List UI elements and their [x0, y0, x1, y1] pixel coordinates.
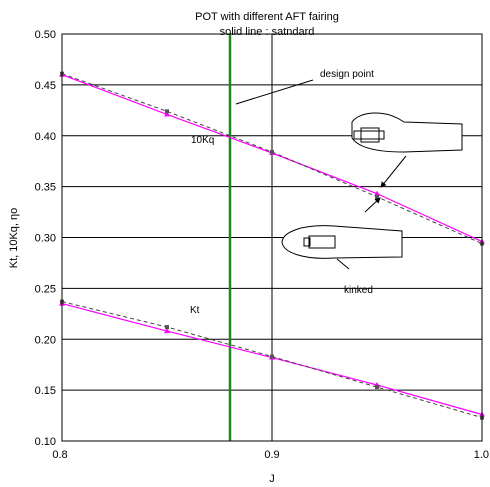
- data-point: [164, 328, 170, 334]
- y-tick-label: 0.45: [35, 80, 56, 92]
- design-point-leader: [235, 79, 314, 105]
- data-point: [270, 354, 274, 359]
- data-point: [375, 385, 379, 390]
- standard-arrow: [380, 155, 407, 188]
- y-tick-label: 0.15: [35, 385, 56, 397]
- chart-title: POT with different AFT fairing: [195, 11, 339, 23]
- data-point: [375, 194, 379, 199]
- kinked-label: kinked: [344, 285, 373, 296]
- x-tick-label: 1.0: [474, 449, 489, 461]
- y-tick-label: 0.25: [35, 283, 56, 295]
- chart-subtitle: solid line : satndard: [220, 26, 315, 38]
- x-tick-label: 0.8: [52, 449, 67, 461]
- data-point: [270, 150, 274, 155]
- design-point-label: design point: [320, 69, 374, 80]
- y-tick-label: 0.50: [35, 29, 56, 41]
- plot-frame: [61, 33, 483, 442]
- data-point: [165, 109, 169, 114]
- y-tick-label: 0.20: [35, 334, 56, 346]
- kinked-leader: [336, 258, 350, 270]
- data-point: [165, 325, 169, 330]
- standard-fairing-sketch: [351, 112, 463, 153]
- x-axis-label: J: [269, 473, 275, 485]
- kinked-arrow: [364, 197, 381, 213]
- data-point: [374, 190, 380, 196]
- y-tick-label: 0.30: [35, 233, 56, 245]
- y-tick-label: 0.40: [35, 131, 56, 143]
- y-tick-label: 0.10: [35, 436, 56, 448]
- kq-label: 10Kq: [191, 135, 214, 146]
- tick-labels: 0.10 0.15 0.20 0.25 0.30 0.35 0.40 0.45 0.50 0.8 0…: [35, 29, 489, 461]
- x-tick-label: 0.9: [264, 449, 279, 461]
- kt-label: Kt: [190, 305, 200, 316]
- data-point: [164, 111, 170, 117]
- y-axis-label: Kt, 10Kq, ηo: [8, 208, 20, 269]
- vertical-lines: [228, 34, 273, 441]
- kinked-fairing-sketch: [281, 225, 403, 259]
- y-tick-label: 0.35: [35, 182, 56, 194]
